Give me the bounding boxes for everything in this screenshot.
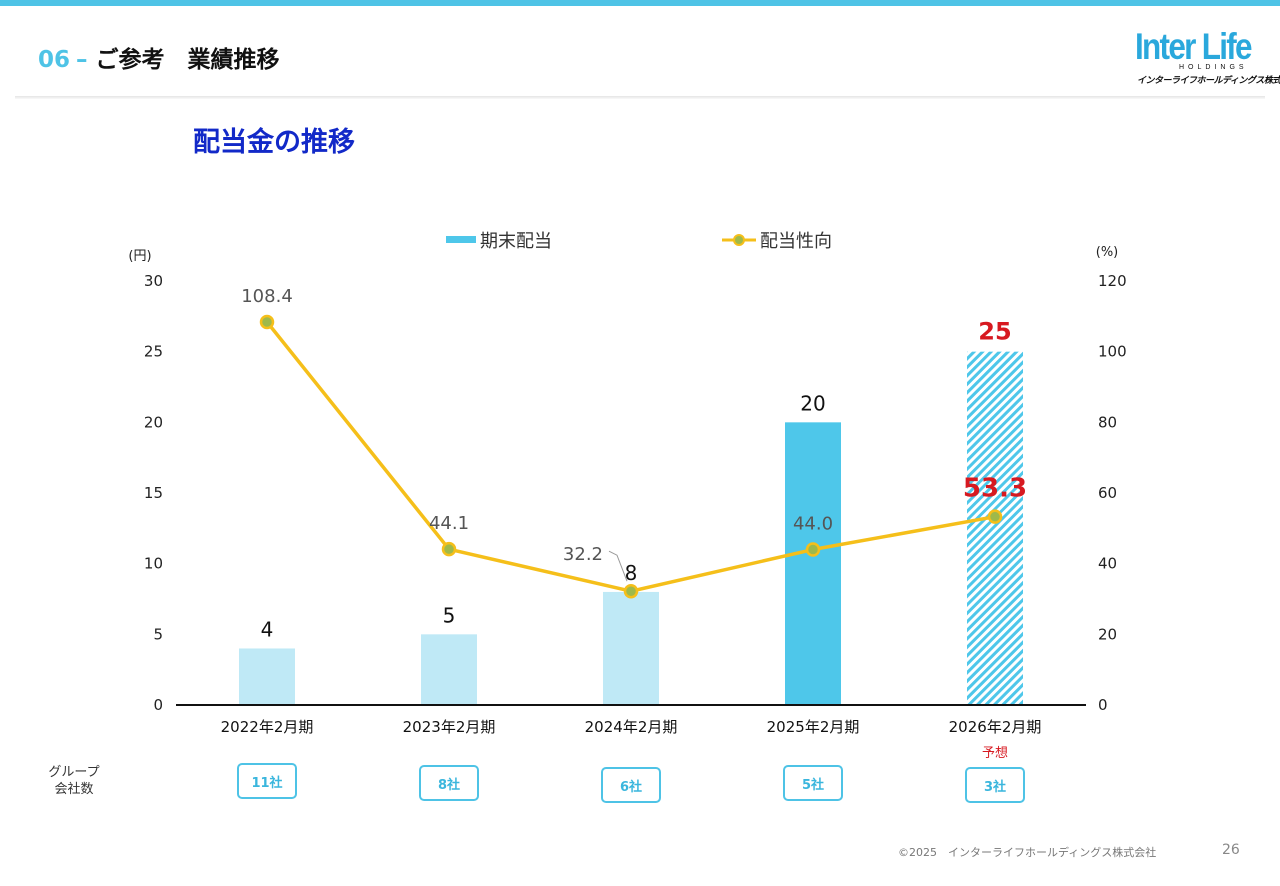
label-leader-line (608, 550, 628, 582)
right-tick-label: 0 (1098, 696, 1108, 714)
bar-3 (603, 591, 659, 705)
group-companies-label-line: 会社数 (54, 782, 94, 797)
logo-kana-text: インターライフホールディングス株式会社 (1137, 76, 1280, 86)
line-value-label: 44.0 (793, 514, 833, 535)
bar-value-label: 4 (261, 617, 274, 641)
x-tick-label: 2024年2月期 (585, 718, 678, 736)
section-title: ご参考 業績推移 (95, 47, 280, 73)
left-tick-label: 20 (144, 413, 163, 431)
line-point-4 (805, 542, 821, 557)
legend-bar-label: 期末配当 (480, 231, 552, 252)
group-count-box: 11社 (237, 763, 297, 799)
bar-value-label: 5 (443, 603, 456, 627)
line-value-label: 108.4 (241, 286, 293, 307)
line-point-1 (259, 314, 275, 330)
section-heading: 06– ご参考 業績推移 (38, 40, 280, 74)
left-tick-label: 15 (144, 484, 163, 502)
x-tick-label: 2023年2月期 (403, 718, 496, 736)
left-tick-label: 0 (153, 696, 163, 714)
left-tick-label: 25 (144, 343, 163, 361)
right-tick-label: 60 (1098, 484, 1117, 502)
right-tick-label: 40 (1098, 555, 1117, 573)
bar-value-label: 8 (625, 561, 638, 585)
legend-line-marker (733, 234, 745, 246)
logo-wordmark: Inter Life (1135, 26, 1253, 67)
company-logo: Inter Life HOLDINGS インターライフホールディングス株式会社 (1135, 26, 1280, 86)
line-value-label: 53.3 (963, 474, 1027, 504)
bar-2 (421, 634, 477, 705)
line-value-label: 44.1 (429, 513, 469, 534)
top-accent-strip (0, 0, 1280, 6)
bar-1 (239, 648, 295, 705)
bar-value-label: 25 (978, 318, 1011, 346)
legend-line-label: 配当性向 (760, 231, 832, 252)
page-number: 26 (1222, 842, 1240, 858)
right-tick-label: 80 (1098, 413, 1117, 431)
bar-5 (967, 351, 1023, 705)
slide-title: 配当金の推移 (193, 127, 355, 158)
payout-ratio-line (265, 320, 996, 593)
group-count-box: 6社 (601, 767, 661, 803)
group-companies-label-line: グループ (48, 765, 100, 780)
section-number: 06 (38, 47, 71, 73)
left-tick-label: 5 (153, 625, 163, 643)
group-companies-label: グループ 会社数 (40, 764, 108, 798)
forecast-note: 予想 (982, 745, 1008, 761)
line-value-label: 32.2 (563, 544, 603, 565)
bar-value-label: 20 (800, 391, 825, 415)
section-dash: – (76, 47, 88, 73)
line-point-3 (623, 583, 639, 599)
legend-bar-swatch (446, 236, 476, 243)
footer-copyright: ©2025 インターライフホールディングス株式会社 (898, 846, 1157, 859)
right-tick-label: 100 (1098, 343, 1127, 361)
line-point-2 (441, 541, 457, 557)
left-tick-label: 10 (144, 555, 163, 573)
group-count-box: 5社 (783, 765, 843, 801)
group-count-box: 3社 (965, 767, 1025, 803)
logo-holdings-text: HOLDINGS (1179, 64, 1248, 71)
group-count-box: 8社 (419, 765, 479, 801)
x-tick-label: 2022年2月期 (221, 718, 314, 736)
x-tick-label: 2026年2月期 (949, 718, 1042, 736)
header-divider (15, 96, 1265, 99)
line-point-5 (987, 509, 1003, 524)
bar-4 (785, 422, 841, 705)
right-tick-label: 120 (1098, 272, 1127, 290)
right-axis-unit: (%) (1096, 245, 1119, 260)
right-tick-label: 20 (1098, 625, 1117, 643)
x-tick-label: 2025年2月期 (767, 718, 860, 736)
left-axis-unit: (円) (128, 249, 151, 264)
left-tick-label: 30 (144, 272, 163, 290)
